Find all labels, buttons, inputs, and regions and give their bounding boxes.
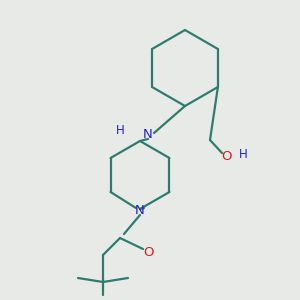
Text: H: H xyxy=(116,124,124,136)
Text: N: N xyxy=(135,203,145,217)
Text: O: O xyxy=(143,245,153,259)
Text: O: O xyxy=(221,149,231,163)
Text: N: N xyxy=(143,128,153,142)
Text: H: H xyxy=(238,148,247,160)
